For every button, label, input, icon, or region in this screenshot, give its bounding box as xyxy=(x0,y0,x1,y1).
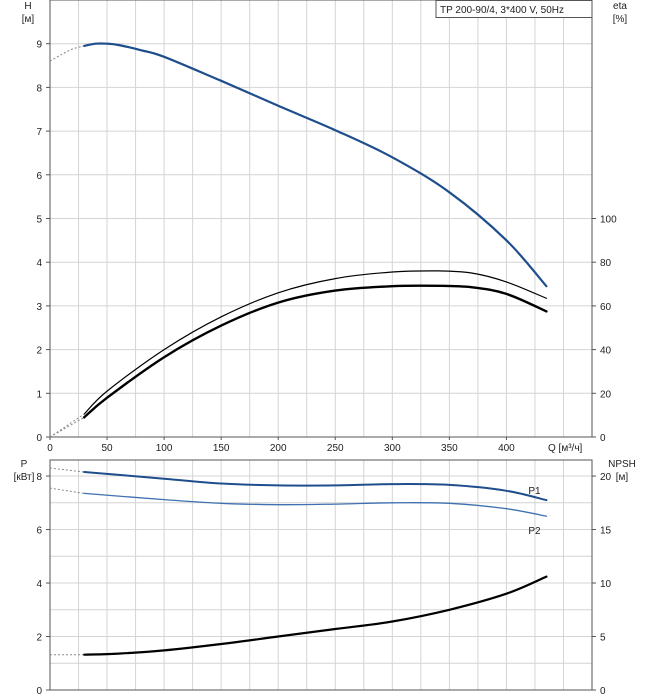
right-tick-label: 80 xyxy=(600,258,612,269)
right-tick-label: 20 xyxy=(600,389,612,400)
left-axis-unit: [м] xyxy=(22,14,35,25)
curve-eta_thin xyxy=(83,270,547,415)
plot-frame xyxy=(49,459,593,691)
left-tick-label: 1 xyxy=(36,389,42,400)
right-axis-label: eta xyxy=(613,1,627,12)
left-axis-unit: [кВт] xyxy=(14,472,35,483)
x-axis-label: Q [м³/ч] xyxy=(548,443,583,454)
left-tick-label: 8 xyxy=(36,83,42,94)
left-tick-label: 6 xyxy=(36,171,42,182)
right-axis-unit: [%] xyxy=(613,14,628,25)
x-tick-label: 350 xyxy=(441,443,458,454)
curve-H-extension xyxy=(49,45,85,62)
model-label-box xyxy=(435,0,593,18)
curve-eta_thin-extension xyxy=(49,413,85,438)
left-axis-label: P xyxy=(21,459,28,470)
right-tick-label: 15 xyxy=(600,526,612,537)
x-tick-label: 0 xyxy=(47,443,53,454)
right-tick-label: 100 xyxy=(600,215,617,226)
x-tick-label: 200 xyxy=(270,443,287,454)
x-tick-label: 250 xyxy=(327,443,344,454)
right-tick-label: 0 xyxy=(600,433,606,444)
series-label-P1: P1 xyxy=(528,486,541,497)
curve-P2 xyxy=(83,492,548,517)
left-tick-label: 3 xyxy=(36,302,42,313)
left-tick-label: 0 xyxy=(36,433,42,444)
left-tick-label: 2 xyxy=(36,346,42,357)
curve-P2-extension xyxy=(49,487,85,494)
left-tick-label: 4 xyxy=(36,258,42,269)
left-tick-label: 4 xyxy=(36,579,42,590)
series-label-P2: P2 xyxy=(528,526,541,537)
left-tick-label: 9 xyxy=(36,40,42,51)
right-axis-label: NPSH xyxy=(608,459,636,470)
left-tick-label: 6 xyxy=(36,526,42,537)
left-tick-label: 8 xyxy=(36,472,42,483)
curve-H xyxy=(83,42,548,288)
left-tick-label: 7 xyxy=(36,127,42,138)
right-tick-label: 60 xyxy=(600,302,612,313)
curve-P1-extension xyxy=(49,467,85,473)
right-tick-label: 10 xyxy=(600,579,612,590)
x-tick-label: 150 xyxy=(213,443,230,454)
left-tick-label: 5 xyxy=(36,215,42,226)
left-tick-label: 0 xyxy=(36,686,42,697)
x-tick-label: 400 xyxy=(498,443,515,454)
right-axis-unit: [м] xyxy=(616,472,629,483)
right-tick-label: 40 xyxy=(600,346,612,357)
x-tick-label: 300 xyxy=(384,443,401,454)
right-tick-label: 20 xyxy=(600,472,612,483)
left-axis-label: H xyxy=(24,1,31,12)
curve-eta_thick xyxy=(83,284,548,419)
left-tick-label: 2 xyxy=(36,633,42,644)
curve-eta_thick-extension xyxy=(49,416,85,438)
curve-P1 xyxy=(83,471,548,502)
curve-NPSH xyxy=(83,575,548,656)
model-label: TP 200-90/4, 3*400 V, 50Hz xyxy=(440,5,564,16)
right-tick-label: 5 xyxy=(600,633,606,644)
right-tick-label: 0 xyxy=(600,686,606,697)
x-tick-label: 100 xyxy=(156,443,173,454)
x-tick-label: 50 xyxy=(101,443,113,454)
